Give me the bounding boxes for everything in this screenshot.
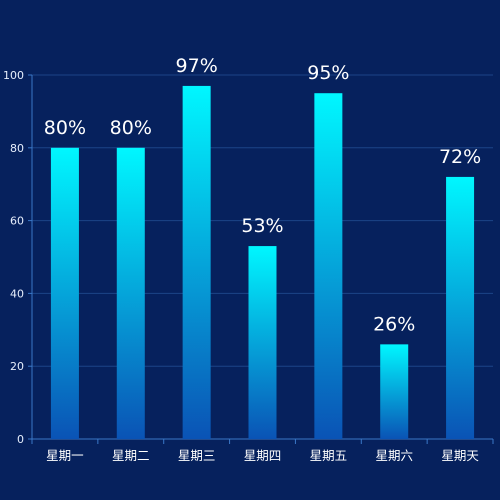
x-tick-label: 星期五	[310, 448, 348, 463]
bar	[50, 147, 79, 440]
y-tick-label: 0	[17, 433, 24, 446]
x-axis-tick-labels: 星期一 星期二 星期三 星期四 星期五 星期六 星期天	[46, 448, 479, 463]
x-tick-label: 星期四	[244, 448, 282, 463]
y-tick-label: 80	[10, 142, 24, 155]
y-axis-tick-labels: 0 20 40 60 80 100	[3, 69, 24, 446]
x-tick-label: 星期天	[441, 448, 479, 463]
data-label: 95%	[307, 62, 349, 84]
x-tick-label: 星期三	[178, 448, 216, 463]
data-label: 80%	[44, 117, 86, 139]
bar	[248, 246, 277, 439]
y-tick-label: 100	[3, 69, 24, 82]
y-tick-label: 60	[10, 215, 24, 228]
x-tick-label: 星期一	[46, 448, 84, 463]
bar	[116, 147, 145, 440]
x-tick-label: 星期二	[112, 448, 150, 463]
grid-lines	[32, 74, 493, 367]
bar	[380, 344, 409, 439]
bar	[446, 176, 475, 440]
bar	[182, 85, 211, 440]
bars	[50, 85, 475, 440]
data-label: 72%	[439, 146, 481, 168]
data-label: 80%	[110, 117, 152, 139]
data-label: 26%	[373, 313, 415, 335]
data-label: 97%	[176, 55, 218, 77]
bar	[314, 93, 343, 439]
x-tick-label: 星期六	[375, 448, 413, 463]
y-tick-label: 20	[10, 360, 24, 373]
data-label: 53%	[241, 215, 283, 237]
data-labels: 80% 80% 97% 53% 95% 26% 72%	[44, 55, 481, 335]
y-tick-label: 40	[10, 287, 24, 300]
